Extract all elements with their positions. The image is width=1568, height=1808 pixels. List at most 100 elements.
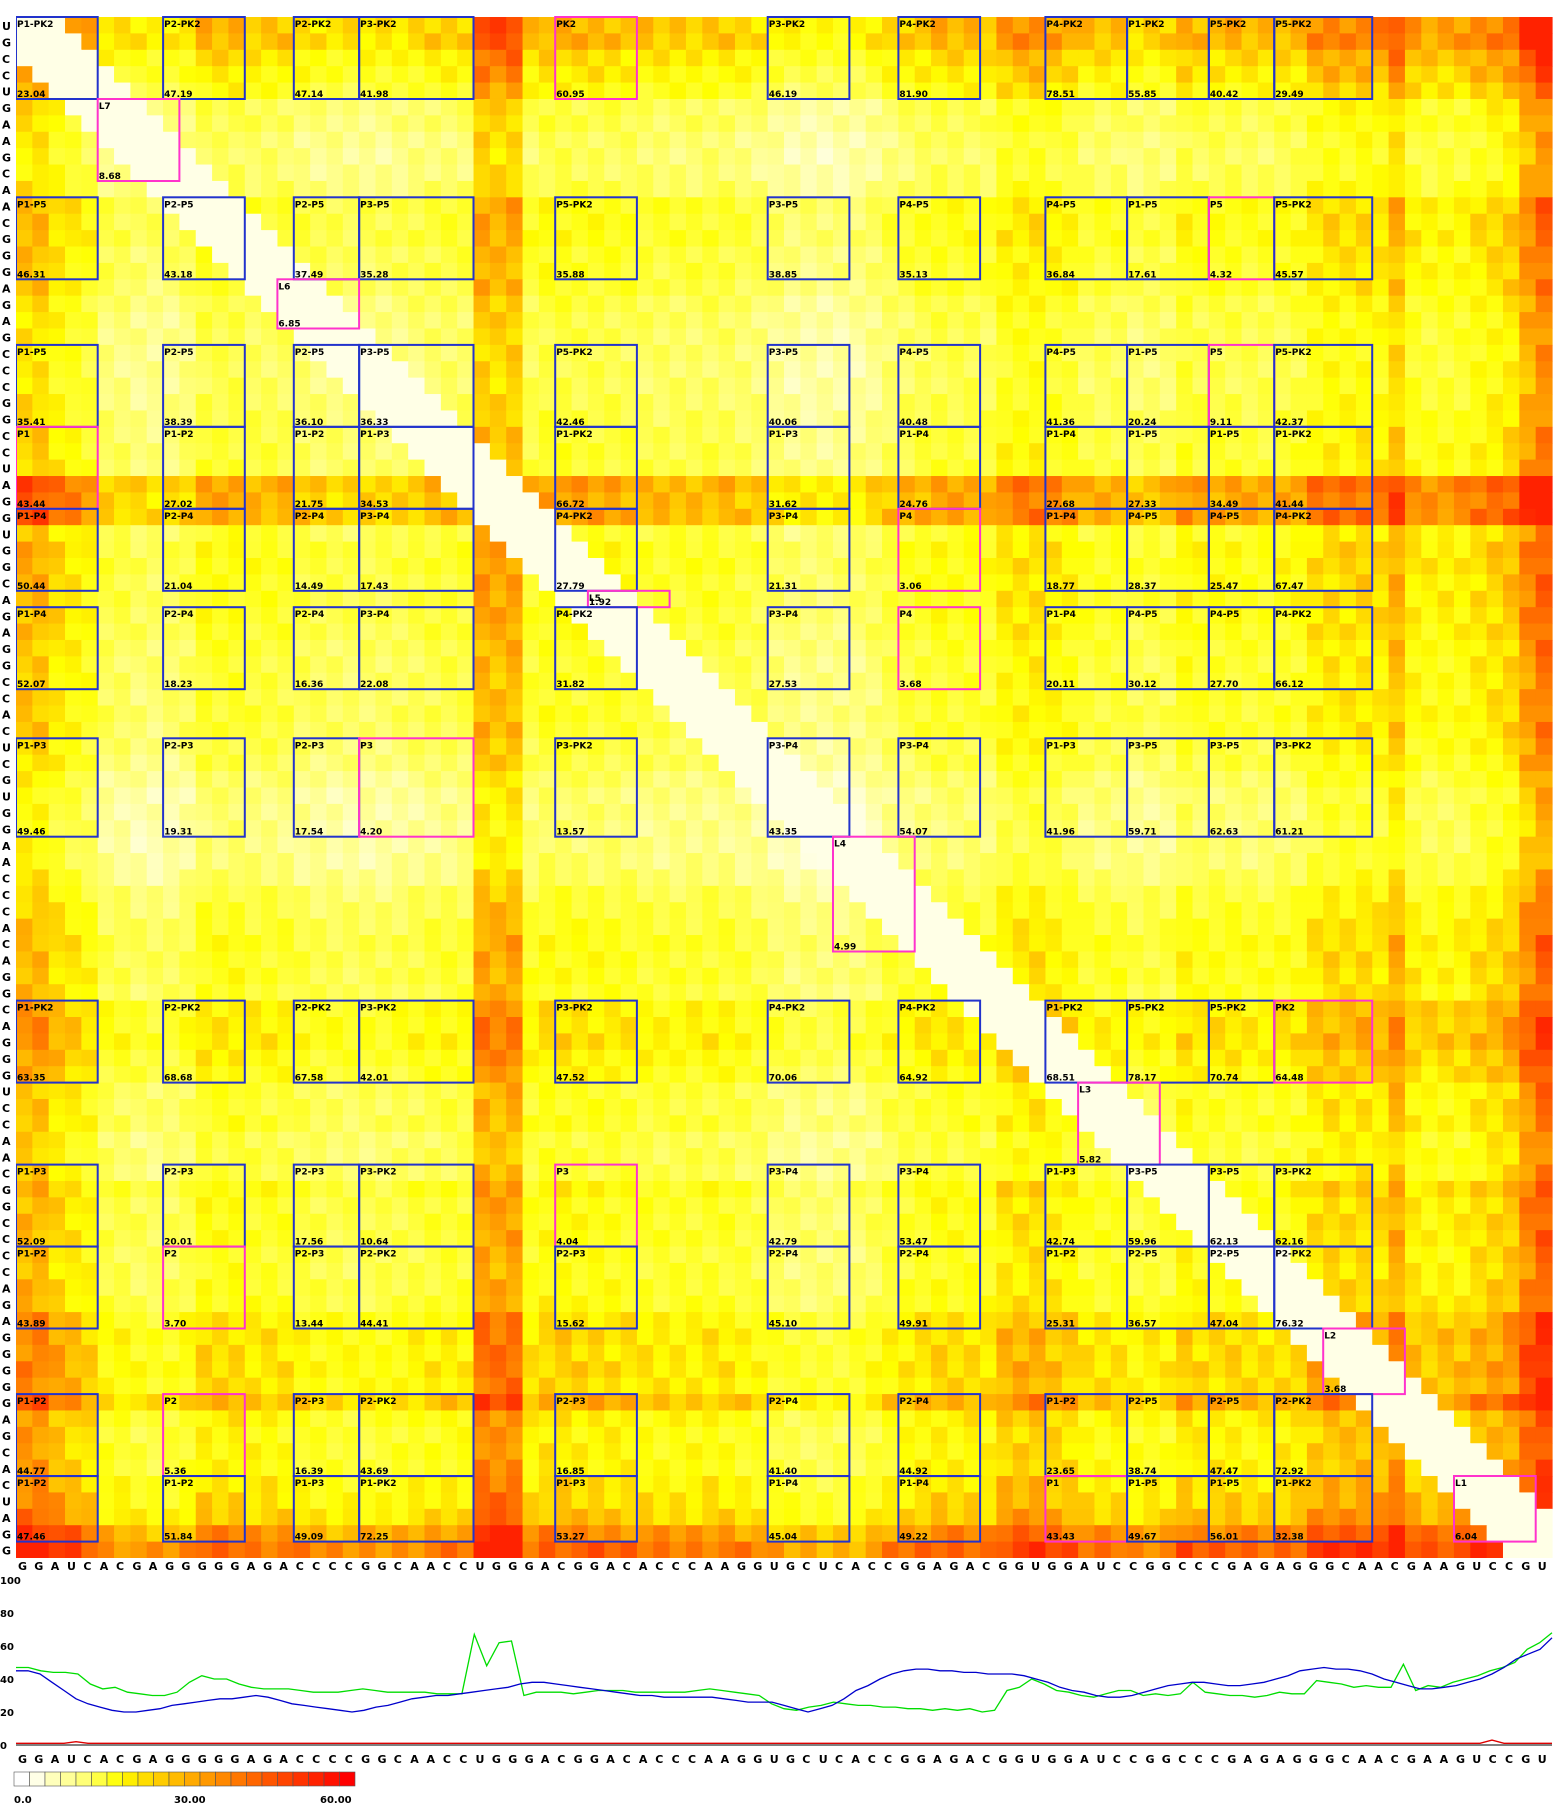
heatmap-cell <box>1078 492 1096 510</box>
heatmap-cell <box>1094 426 1112 444</box>
heatmap-cell <box>342 115 360 133</box>
heatmap-cell <box>1470 443 1488 461</box>
heatmap-cell <box>1453 476 1471 494</box>
heatmap-cell <box>833 508 850 526</box>
heatmap-cell <box>947 82 965 100</box>
heatmap-cell <box>538 508 556 526</box>
heatmap-cell <box>767 230 785 248</box>
heatmap-cell <box>1094 820 1112 838</box>
heatmap-cell <box>947 574 965 592</box>
heatmap-cell <box>538 246 556 264</box>
heatmap-cell <box>1159 164 1177 182</box>
heatmap-cell <box>1486 213 1504 231</box>
heatmap-cell <box>620 66 638 84</box>
heatmap-cell <box>293 607 311 625</box>
heatmap-cell <box>212 410 230 428</box>
heatmap-cell <box>359 476 377 494</box>
heatmap-cell <box>865 541 883 559</box>
heatmap-cell <box>1143 49 1161 67</box>
heatmap-cell <box>1127 525 1145 543</box>
heatmap-cell <box>865 33 883 51</box>
heatmap-cell <box>980 738 998 756</box>
heatmap-cell <box>506 525 524 543</box>
heatmap-cell <box>1470 197 1488 215</box>
heatmap-cell <box>1421 738 1439 756</box>
heatmap-cell <box>457 492 475 510</box>
heatmap-cell <box>293 426 311 444</box>
heatmap-cell <box>800 623 818 641</box>
heatmap-cell <box>293 853 311 871</box>
heatmap-cell <box>195 246 213 264</box>
heatmap-cell <box>130 459 148 477</box>
heatmap-cell <box>1535 410 1553 428</box>
heatmap-cell <box>636 312 654 330</box>
heatmap-cell <box>1225 787 1243 805</box>
heatmap-cell <box>228 885 246 903</box>
heatmap-cell <box>179 492 197 510</box>
heatmap-cell <box>833 836 850 854</box>
heatmap-cell <box>538 66 556 84</box>
heatmap-cell <box>914 377 932 395</box>
heatmap-cell <box>963 492 981 510</box>
heatmap-cell <box>310 738 328 756</box>
heatmap-cell <box>1127 508 1145 526</box>
heatmap-cell <box>244 33 262 51</box>
heatmap-cell <box>1257 459 1275 477</box>
heatmap-cell <box>555 328 573 346</box>
heatmap-cell <box>424 623 442 641</box>
heatmap-cell <box>1208 672 1226 690</box>
heatmap-cell <box>571 639 589 657</box>
heatmap-cell <box>669 541 687 559</box>
heatmap-cell <box>146 361 164 379</box>
heatmap-cell <box>1078 623 1096 641</box>
heatmap-cell <box>587 771 605 789</box>
heatmap-cell <box>898 721 916 739</box>
heatmap-cell <box>751 803 769 821</box>
heatmap-cell <box>587 869 605 887</box>
heatmap-cell <box>1274 410 1292 428</box>
heatmap-cell <box>767 279 785 297</box>
heatmap-cell <box>408 754 426 772</box>
heatmap-cell <box>179 230 197 248</box>
heatmap-cell <box>244 17 262 34</box>
heatmap-cell <box>277 262 295 280</box>
heatmap-cell <box>767 82 785 100</box>
heatmap-cell <box>882 705 899 723</box>
heatmap-cell <box>16 869 33 887</box>
heatmap-cell <box>1535 230 1553 248</box>
heatmap-cell <box>1274 492 1292 510</box>
heatmap-cell <box>146 262 164 280</box>
heatmap-cell <box>375 49 393 67</box>
heatmap-cell <box>1535 82 1553 100</box>
heatmap-cell <box>1127 787 1145 805</box>
heatmap-cell <box>1257 98 1275 116</box>
heatmap-cell <box>424 820 442 838</box>
heatmap-cell <box>734 459 752 477</box>
heatmap-cell <box>865 17 883 34</box>
heatmap-cell <box>359 246 377 264</box>
heatmap-cell <box>228 590 246 608</box>
heatmap-cell <box>1535 459 1553 477</box>
heatmap-cell <box>293 295 311 313</box>
heatmap-cell <box>963 164 981 182</box>
heatmap-cell <box>1143 541 1161 559</box>
heatmap-cell <box>734 508 752 526</box>
heatmap-cell <box>228 836 246 854</box>
heatmap-cell <box>1045 33 1063 51</box>
heatmap-cell <box>555 213 573 231</box>
heatmap-cell <box>489 213 507 231</box>
heatmap-cell <box>1339 525 1357 543</box>
heatmap-cell <box>1159 492 1177 510</box>
heatmap-cell <box>1127 738 1145 756</box>
heatmap-cell <box>1470 721 1488 739</box>
heatmap-cell <box>293 377 311 395</box>
heatmap-cell <box>473 148 491 166</box>
heatmap-cell <box>424 656 442 674</box>
heatmap-cell <box>833 230 850 248</box>
heatmap-cell <box>1143 230 1161 248</box>
heatmap-cell <box>1372 574 1390 592</box>
heatmap-cell <box>882 574 899 592</box>
heatmap-cell <box>48 426 66 444</box>
heatmap-cell <box>636 787 654 805</box>
heatmap-cell <box>342 279 360 297</box>
